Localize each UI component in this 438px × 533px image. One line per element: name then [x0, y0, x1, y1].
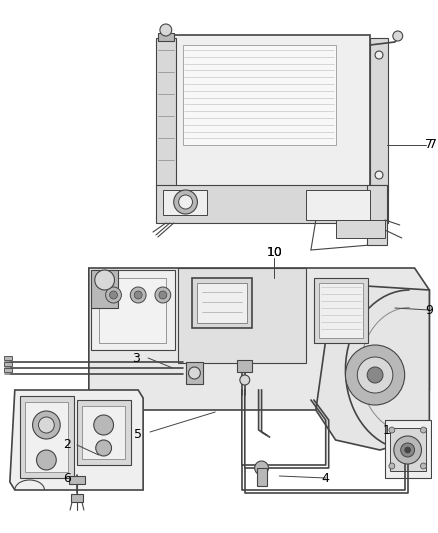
Text: 6: 6 [63, 472, 71, 484]
Text: 7: 7 [429, 139, 438, 151]
Bar [77, 400, 131, 465]
Bar [390, 428, 427, 471]
Bar [367, 185, 387, 245]
Bar [82, 406, 125, 459]
Circle shape [357, 357, 393, 393]
Circle shape [420, 427, 427, 433]
Circle shape [179, 195, 192, 209]
Circle shape [367, 367, 383, 383]
Bar [192, 278, 252, 328]
Circle shape [155, 287, 171, 303]
Bar [91, 270, 175, 350]
Bar [158, 33, 174, 41]
Bar [69, 476, 85, 484]
Bar [173, 35, 370, 190]
Bar [370, 38, 388, 193]
Bar [257, 468, 266, 486]
Circle shape [420, 463, 427, 469]
Bar [156, 38, 176, 186]
Circle shape [134, 291, 142, 299]
Text: 5: 5 [134, 429, 142, 441]
Bar [4, 368, 12, 372]
Text: 9: 9 [425, 303, 433, 317]
Bar [306, 190, 370, 220]
Bar [91, 270, 118, 308]
Circle shape [94, 415, 113, 435]
Polygon shape [10, 390, 143, 490]
Circle shape [130, 287, 146, 303]
Circle shape [110, 291, 117, 299]
Circle shape [160, 24, 172, 36]
Bar [186, 362, 203, 384]
Circle shape [401, 443, 414, 457]
Circle shape [39, 417, 54, 433]
Bar [385, 420, 431, 478]
Circle shape [254, 461, 268, 475]
Circle shape [389, 427, 395, 433]
Bar [156, 185, 388, 223]
Circle shape [240, 375, 250, 385]
Bar [4, 356, 12, 360]
Bar [71, 494, 83, 502]
Bar [25, 402, 68, 472]
Circle shape [375, 171, 383, 179]
Text: 3: 3 [132, 351, 140, 365]
Bar [336, 220, 385, 238]
Circle shape [32, 411, 60, 439]
Polygon shape [316, 285, 429, 450]
Bar [99, 278, 166, 343]
Text: 4: 4 [322, 472, 330, 484]
Bar [178, 268, 306, 363]
Bar [198, 283, 247, 323]
Circle shape [188, 367, 200, 379]
Circle shape [375, 51, 383, 59]
Bar [319, 283, 363, 338]
Bar [163, 190, 207, 215]
Circle shape [159, 291, 167, 299]
Circle shape [394, 436, 421, 464]
Text: 1: 1 [383, 424, 391, 437]
Bar [183, 45, 336, 145]
Circle shape [174, 190, 198, 214]
Polygon shape [89, 268, 429, 410]
Bar [237, 360, 252, 372]
Circle shape [96, 440, 112, 456]
Circle shape [389, 463, 395, 469]
Text: 7: 7 [425, 139, 433, 151]
Circle shape [95, 270, 114, 290]
Bar [314, 278, 368, 343]
Text: 2: 2 [63, 439, 71, 451]
Circle shape [405, 447, 410, 453]
Bar [20, 396, 74, 478]
Circle shape [393, 31, 403, 41]
Circle shape [106, 287, 121, 303]
Text: 10: 10 [266, 246, 283, 259]
Circle shape [346, 345, 405, 405]
Text: 10: 10 [266, 246, 283, 259]
Bar [4, 362, 12, 366]
Circle shape [36, 450, 56, 470]
